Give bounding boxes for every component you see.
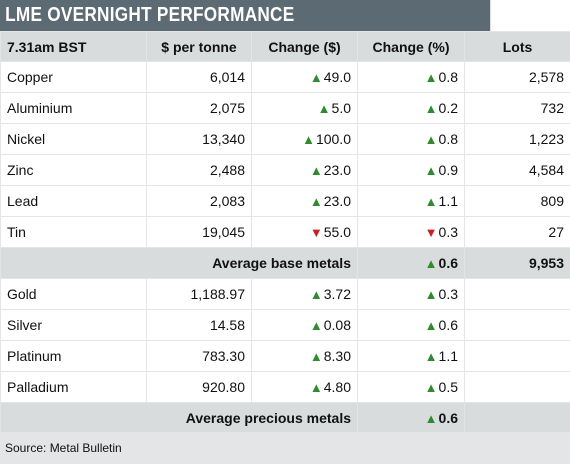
- metal-name: Silver: [0, 309, 147, 341]
- change-pct-cell: 0.6: [357, 309, 465, 341]
- table-row: Palladium 920.80 4.80 0.5: [0, 371, 570, 403]
- table-row: Platinum 783.30 8.30 1.1: [0, 340, 570, 372]
- change-abs-cell: 0.08: [251, 309, 358, 341]
- metal-name: Aluminium: [0, 92, 147, 124]
- price-cell: 920.80: [146, 371, 252, 403]
- metal-name: Platinum: [0, 340, 147, 372]
- table-title: LME OVERNIGHT PERFORMANCE: [0, 0, 491, 31]
- metal-name: Zinc: [0, 154, 147, 186]
- change-pct-cell: 0.8: [357, 123, 465, 155]
- average-base-lots: 9,953: [464, 247, 570, 279]
- lots-cell: [464, 278, 570, 310]
- lots-cell: [464, 309, 570, 341]
- price-cell: 1,188.97: [146, 278, 252, 310]
- change-pct-cell: 0.3: [357, 278, 465, 310]
- average-base-metals-row: Average base metals 0.6 9,953: [0, 247, 570, 279]
- header-time: 7.31am BST: [0, 31, 147, 62]
- header-change-abs: Change ($): [251, 31, 358, 62]
- price-cell: 2,083: [146, 185, 252, 217]
- table-row: Silver 14.58 0.08 0.6: [0, 309, 570, 341]
- lots-cell: [464, 371, 570, 403]
- table-row: Gold 1,188.97 3.72 0.3: [0, 278, 570, 310]
- change-abs-cell: 23.0: [251, 185, 358, 217]
- lots-cell: 809: [464, 185, 570, 217]
- source-note: Source: Metal Bulletin: [0, 432, 570, 464]
- price-cell: 2,075: [146, 92, 252, 124]
- change-abs-cell: 4.80: [251, 371, 358, 403]
- change-abs-cell: 8.30: [251, 340, 358, 372]
- lme-performance-table: 7.31am BST $ per tonne Change ($) Change…: [0, 31, 570, 434]
- average-precious-label: Average precious metals: [0, 402, 358, 434]
- table-row: Tin 19,045 55.0 0.3 27: [0, 216, 570, 248]
- metal-name: Tin: [0, 216, 147, 248]
- lots-cell: 27: [464, 216, 570, 248]
- metal-name: Palladium: [0, 371, 147, 403]
- table-row: Nickel 13,340 100.0 0.8 1,223: [0, 123, 570, 155]
- lots-cell: 732: [464, 92, 570, 124]
- change-abs-cell: 3.72: [251, 278, 358, 310]
- metal-name: Copper: [0, 61, 147, 93]
- average-precious-lots: [464, 402, 570, 434]
- change-abs-cell: 49.0: [251, 61, 358, 93]
- change-abs-cell: 55.0: [251, 216, 358, 248]
- lots-cell: 1,223: [464, 123, 570, 155]
- table-row: Aluminium 2,075 5.0 0.2 732: [0, 92, 570, 124]
- table-row: Copper 6,014 49.0 0.8 2,578: [0, 61, 570, 93]
- price-cell: 2,488: [146, 154, 252, 186]
- change-pct-cell: 0.9: [357, 154, 465, 186]
- header-lots: Lots: [464, 31, 570, 62]
- metal-name: Nickel: [0, 123, 147, 155]
- lots-cell: [464, 340, 570, 372]
- lots-cell: 2,578: [464, 61, 570, 93]
- average-base-pct: 0.6: [357, 247, 465, 279]
- change-abs-cell: 23.0: [251, 154, 358, 186]
- price-cell: 783.30: [146, 340, 252, 372]
- price-cell: 13,340: [146, 123, 252, 155]
- change-pct-cell: 1.1: [357, 340, 465, 372]
- metal-name: Gold: [0, 278, 147, 310]
- price-cell: 14.58: [146, 309, 252, 341]
- price-cell: 6,014: [146, 61, 252, 93]
- average-precious-pct: 0.6: [357, 402, 465, 434]
- average-base-label: Average base metals: [0, 247, 358, 279]
- change-abs-cell: 100.0: [251, 123, 358, 155]
- price-cell: 19,045: [146, 216, 252, 248]
- change-abs-cell: 5.0: [251, 92, 358, 124]
- change-pct-cell: 0.3: [357, 216, 465, 248]
- change-pct-cell: 0.5: [357, 371, 465, 403]
- average-precious-metals-row: Average precious metals 0.6: [0, 402, 570, 434]
- metal-name: Lead: [0, 185, 147, 217]
- lots-cell: 4,584: [464, 154, 570, 186]
- change-pct-cell: 1.1: [357, 185, 465, 217]
- change-pct-cell: 0.8: [357, 61, 465, 93]
- change-pct-cell: 0.2: [357, 92, 465, 124]
- table-row: Lead 2,083 23.0 1.1 809: [0, 185, 570, 217]
- header-row: 7.31am BST $ per tonne Change ($) Change…: [0, 31, 570, 62]
- table-row: Zinc 2,488 23.0 0.9 4,584: [0, 154, 570, 186]
- header-change-pct: Change (%): [357, 31, 465, 62]
- header-price: $ per tonne: [146, 31, 252, 62]
